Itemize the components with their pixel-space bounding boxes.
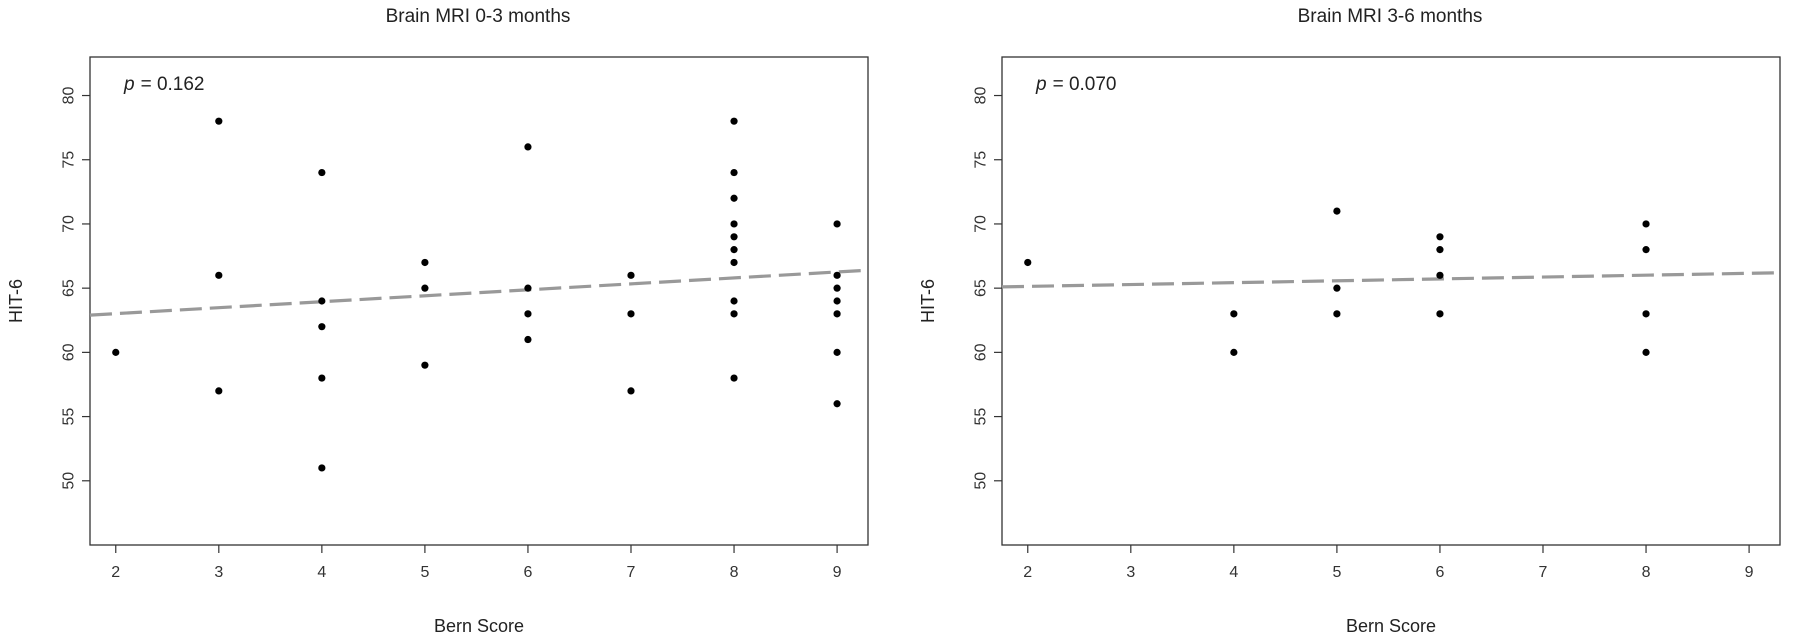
data-point — [318, 464, 326, 472]
y-tick-label: 65 — [973, 279, 990, 297]
p-value-annotation: p = 0.070 — [1035, 74, 1117, 95]
y-tick-label: 55 — [973, 408, 990, 426]
data-point — [833, 220, 841, 228]
y-tick-label: 50 — [973, 472, 990, 490]
data-point — [730, 194, 738, 202]
data-point — [833, 400, 841, 408]
data-point — [1024, 258, 1032, 267]
y-axis-label: HIT-6 — [918, 279, 938, 323]
x-tick-label: 2 — [1023, 564, 1032, 581]
data-point — [730, 297, 738, 305]
x-tick-label: 6 — [523, 564, 532, 581]
y-tick-label: 70 — [61, 215, 78, 233]
data-point — [421, 284, 429, 292]
data-point — [1436, 246, 1444, 254]
x-tick-label: 6 — [1435, 564, 1444, 581]
x-tick-label: 8 — [730, 564, 739, 581]
chart-title: Brain MRI 0-3 months — [386, 6, 571, 27]
x-tick-label: 3 — [1126, 564, 1135, 581]
y-tick-label: 60 — [973, 343, 990, 361]
data-point — [730, 310, 738, 318]
data-point — [215, 387, 223, 395]
y-tick-label: 75 — [61, 151, 78, 169]
data-point — [1642, 348, 1650, 356]
p-value-text: = 0.162 — [141, 74, 205, 95]
data-point — [421, 258, 429, 267]
y-tick-label: 60 — [61, 343, 78, 361]
data-point — [318, 168, 326, 177]
data-point — [1436, 271, 1444, 279]
data-point — [318, 323, 326, 331]
data-point — [627, 310, 635, 318]
trend-line — [89, 268, 869, 317]
data-point — [1436, 233, 1444, 241]
data-point — [215, 271, 223, 279]
data-point — [1642, 310, 1650, 318]
x-tick-label: 5 — [420, 564, 429, 581]
x-tick-label: 3 — [214, 564, 223, 581]
y-tick-label: 75 — [973, 151, 990, 169]
trend-line — [1001, 271, 1781, 289]
data-point — [833, 297, 841, 305]
data-point — [833, 284, 841, 292]
data-point — [1642, 246, 1650, 254]
data-point — [421, 361, 429, 369]
y-tick-label: 65 — [61, 279, 78, 297]
x-tick-label: 4 — [317, 564, 326, 581]
data-point — [627, 387, 635, 395]
data-point — [730, 258, 738, 267]
x-tick-label: 4 — [1229, 564, 1238, 581]
x-tick-label: 2 — [111, 564, 120, 581]
data-point — [524, 310, 532, 318]
data-point — [730, 246, 738, 254]
x-tick-label: 5 — [1332, 564, 1341, 581]
data-point — [1333, 207, 1341, 215]
y-tick-label: 50 — [61, 472, 78, 490]
x-tick-label: 8 — [1642, 564, 1651, 581]
data-point — [730, 168, 738, 177]
data-point — [524, 143, 532, 151]
chart-panel-2: Brain MRI 3-6 months 50 55 60 65 70 75 80 2 3 4 5 6 7… — [918, 6, 1781, 636]
data-point — [1436, 310, 1444, 318]
x-tick-label: 9 — [833, 564, 842, 581]
data-point — [318, 297, 326, 305]
data-point — [730, 374, 738, 382]
y-tick-label: 80 — [973, 87, 990, 105]
x-tick-label: 9 — [1745, 564, 1754, 581]
data-point — [1230, 310, 1238, 318]
x-axis-label: Bern Score — [1346, 616, 1436, 636]
chart-title: Brain MRI 3-6 months — [1298, 6, 1483, 27]
data-point — [730, 220, 738, 228]
plot-frame — [1001, 56, 1781, 546]
data-point — [730, 233, 738, 241]
y-tick-label: 55 — [61, 408, 78, 426]
data-point — [524, 335, 532, 344]
x-tick-label: 7 — [627, 564, 636, 581]
data-point — [833, 271, 841, 279]
data-point — [833, 348, 841, 356]
p-value-symbol: p — [123, 74, 135, 95]
data-point — [1230, 348, 1238, 356]
p-value-symbol: p — [1035, 74, 1047, 95]
data-point — [215, 117, 223, 125]
data-point — [1642, 220, 1650, 228]
data-point — [730, 117, 738, 125]
data-point — [112, 348, 120, 356]
chart-panel-1: Brain MRI 0-3 months 50 55 60 65 70 75 80 2 3 4 5 6 7… — [6, 6, 869, 636]
x-tick-label: 7 — [1539, 564, 1548, 581]
y-tick-label: 70 — [973, 215, 990, 233]
data-point — [318, 374, 326, 382]
y-tick-label: 80 — [61, 87, 78, 105]
data-point — [627, 271, 635, 279]
x-axis-label: Bern Score — [434, 616, 524, 636]
data-point — [833, 310, 841, 318]
p-value-text: = 0.070 — [1053, 74, 1117, 95]
p-value-annotation: p = 0.162 — [123, 74, 205, 95]
data-point — [1333, 284, 1341, 292]
plot-frame — [89, 56, 869, 546]
data-point — [524, 284, 532, 292]
y-axis-label: HIT-6 — [6, 279, 26, 323]
data-point — [1333, 310, 1341, 318]
